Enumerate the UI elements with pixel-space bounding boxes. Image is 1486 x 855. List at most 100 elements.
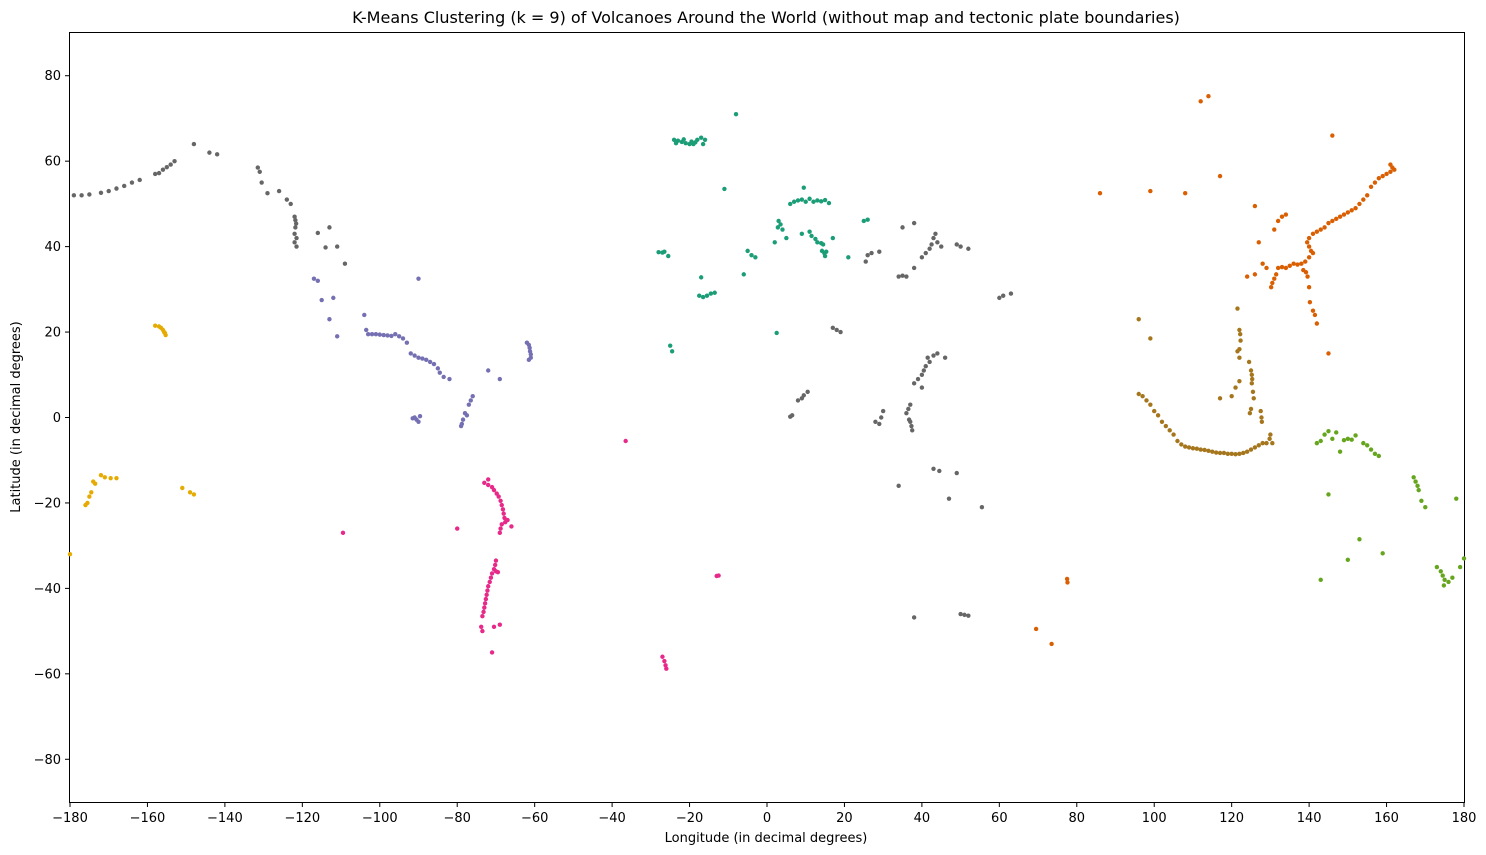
- volcano-point-cluster-1: [838, 329, 843, 335]
- volcano-point-cluster-6: [1241, 450, 1246, 456]
- volcano-point-cluster-5: [1217, 173, 1223, 179]
- volcano-point-cluster-4: [712, 290, 717, 295]
- volcano-point-cluster-5: [1299, 261, 1304, 266]
- volcano-point-cluster-6: [1237, 331, 1243, 337]
- volcano-point-cluster-6: [1206, 448, 1211, 454]
- volcano-point-cluster-1: [966, 613, 971, 618]
- volcano-point-cluster-6: [1237, 327, 1242, 333]
- volcano-point-cluster-6: [1248, 447, 1254, 452]
- x-tick-label: 80: [1069, 811, 1086, 826]
- volcano-point-cluster-5: [1310, 231, 1316, 236]
- volcano-point-cluster-6: [1260, 440, 1265, 446]
- volcano-point-cluster-3: [497, 622, 503, 627]
- volcano-point-cluster-2: [369, 331, 375, 337]
- volcano-point-cluster-4: [809, 233, 814, 239]
- volcano-point-cluster-7: [1411, 475, 1416, 480]
- volcano-point-cluster-1: [114, 186, 119, 191]
- volcano-point-cluster-1: [87, 192, 92, 197]
- volcano-point-cluster-1: [789, 413, 795, 418]
- volcano-point-cluster-2: [327, 317, 332, 322]
- y-tick-label: 0: [53, 411, 61, 426]
- y-axis: −80 −60 −40 −20 0 20 40 60 80: [34, 69, 70, 768]
- volcano-point-cluster-5: [1384, 171, 1389, 177]
- volcano-point-cluster-1: [869, 250, 874, 256]
- volcano-point-cluster-5: [1279, 214, 1285, 219]
- volcano-point-cluster-4: [801, 185, 806, 190]
- volcano-point-cluster-6: [1268, 432, 1273, 437]
- volcano-point-cluster-5: [1361, 197, 1366, 202]
- volcano-point-cluster-3: [483, 596, 489, 602]
- volcano-point-cluster-5: [1392, 167, 1397, 172]
- y-tick-label: −20: [34, 496, 61, 511]
- volcano-point-cluster-1: [933, 231, 938, 236]
- volcano-point-cluster-2: [404, 340, 410, 345]
- volcano-point-cluster-6: [1237, 378, 1242, 384]
- volcano-point-cluster-6: [1244, 449, 1250, 454]
- volcano-point-cluster-6: [1229, 451, 1234, 457]
- volcano-point-cluster-6: [1136, 317, 1141, 322]
- volcano-point-cluster-4: [671, 137, 677, 143]
- volcano-point-cluster-5: [1268, 284, 1274, 290]
- volcano-point-cluster-1: [98, 190, 104, 195]
- volcano-point-cluster-1: [925, 355, 930, 360]
- volcano-point-cluster-2: [389, 333, 394, 339]
- volcano-point-cluster-8: [161, 329, 167, 335]
- volcano-point-cluster-1: [919, 385, 925, 390]
- volcano-point-cluster-9: [1049, 641, 1054, 647]
- volcano-point-cluster-4: [753, 255, 758, 260]
- volcano-point-cluster-8: [67, 552, 73, 557]
- volcano-point-cluster-3: [489, 650, 495, 655]
- volcano-point-cluster-2: [362, 312, 367, 318]
- volcano-point-cluster-8: [108, 475, 113, 481]
- volcano-point-cluster-3: [480, 628, 485, 634]
- volcano-point-cluster-7: [1318, 438, 1323, 444]
- volcano-point-cluster-1: [276, 188, 282, 194]
- volcano-point-cluster-5: [1349, 208, 1354, 213]
- volcano-point-cluster-3: [497, 530, 503, 536]
- volcano-point-cluster-6: [1259, 415, 1264, 420]
- volcano-point-cluster-5: [1148, 188, 1153, 194]
- volcano-point-cluster-4: [778, 222, 783, 227]
- volcano-point-cluster-5: [1283, 265, 1289, 271]
- volcano-point-cluster-6: [1246, 359, 1252, 365]
- volcano-point-cluster-1: [865, 252, 870, 258]
- volcano-point-cluster-1: [292, 214, 297, 219]
- volcano-point-cluster-2: [468, 398, 473, 403]
- volcano-point-cluster-6: [1238, 338, 1243, 343]
- volcano-point-cluster-3: [486, 584, 491, 589]
- volcano-point-cluster-4: [807, 229, 812, 234]
- x-tick-label: 180: [1452, 811, 1477, 826]
- volcano-point-cluster-3: [499, 502, 504, 508]
- volcano-point-cluster-1: [931, 466, 936, 471]
- volcano-point-cluster-1: [292, 240, 297, 245]
- volcano-point-cluster-1: [805, 389, 810, 395]
- volcano-point-cluster-1: [911, 265, 917, 271]
- volcano-point-cluster-3: [455, 526, 460, 531]
- volcano-point-cluster-5: [1198, 99, 1203, 104]
- volcano-point-cluster-6: [1248, 368, 1254, 373]
- volcano-point-cluster-1: [1001, 293, 1006, 298]
- volcano-point-cluster-4: [741, 272, 746, 277]
- volcano-point-cluster-3: [509, 524, 514, 529]
- volcano-point-cluster-2: [381, 332, 386, 338]
- volcano-point-cluster-5: [1314, 229, 1320, 234]
- volcano-point-cluster-1: [137, 177, 142, 183]
- volcano-point-cluster-5: [1312, 312, 1318, 318]
- volcano-point-cluster-6: [1258, 408, 1263, 414]
- volcano-point-cluster-4: [824, 249, 829, 254]
- volcano-point-cluster-3: [664, 666, 669, 671]
- volcano-point-cluster-6: [1267, 436, 1272, 442]
- volcano-point-cluster-2: [417, 414, 423, 419]
- volcano-point-cluster-1: [342, 261, 348, 266]
- volcano-point-cluster-5: [1264, 265, 1269, 271]
- volcano-point-cluster-1: [931, 235, 936, 241]
- volcano-point-cluster-4: [667, 343, 673, 348]
- volcano-point-cluster-4: [656, 249, 661, 255]
- volcano-point-cluster-4: [846, 255, 851, 260]
- volcano-point-cluster-6: [1264, 440, 1269, 446]
- volcano-point-cluster-2: [437, 370, 442, 375]
- volcano-point-cluster-1: [896, 274, 901, 279]
- volcano-point-cluster-3: [486, 482, 491, 488]
- volcano-point-cluster-1: [997, 295, 1002, 301]
- volcano-point-cluster-1: [795, 398, 801, 403]
